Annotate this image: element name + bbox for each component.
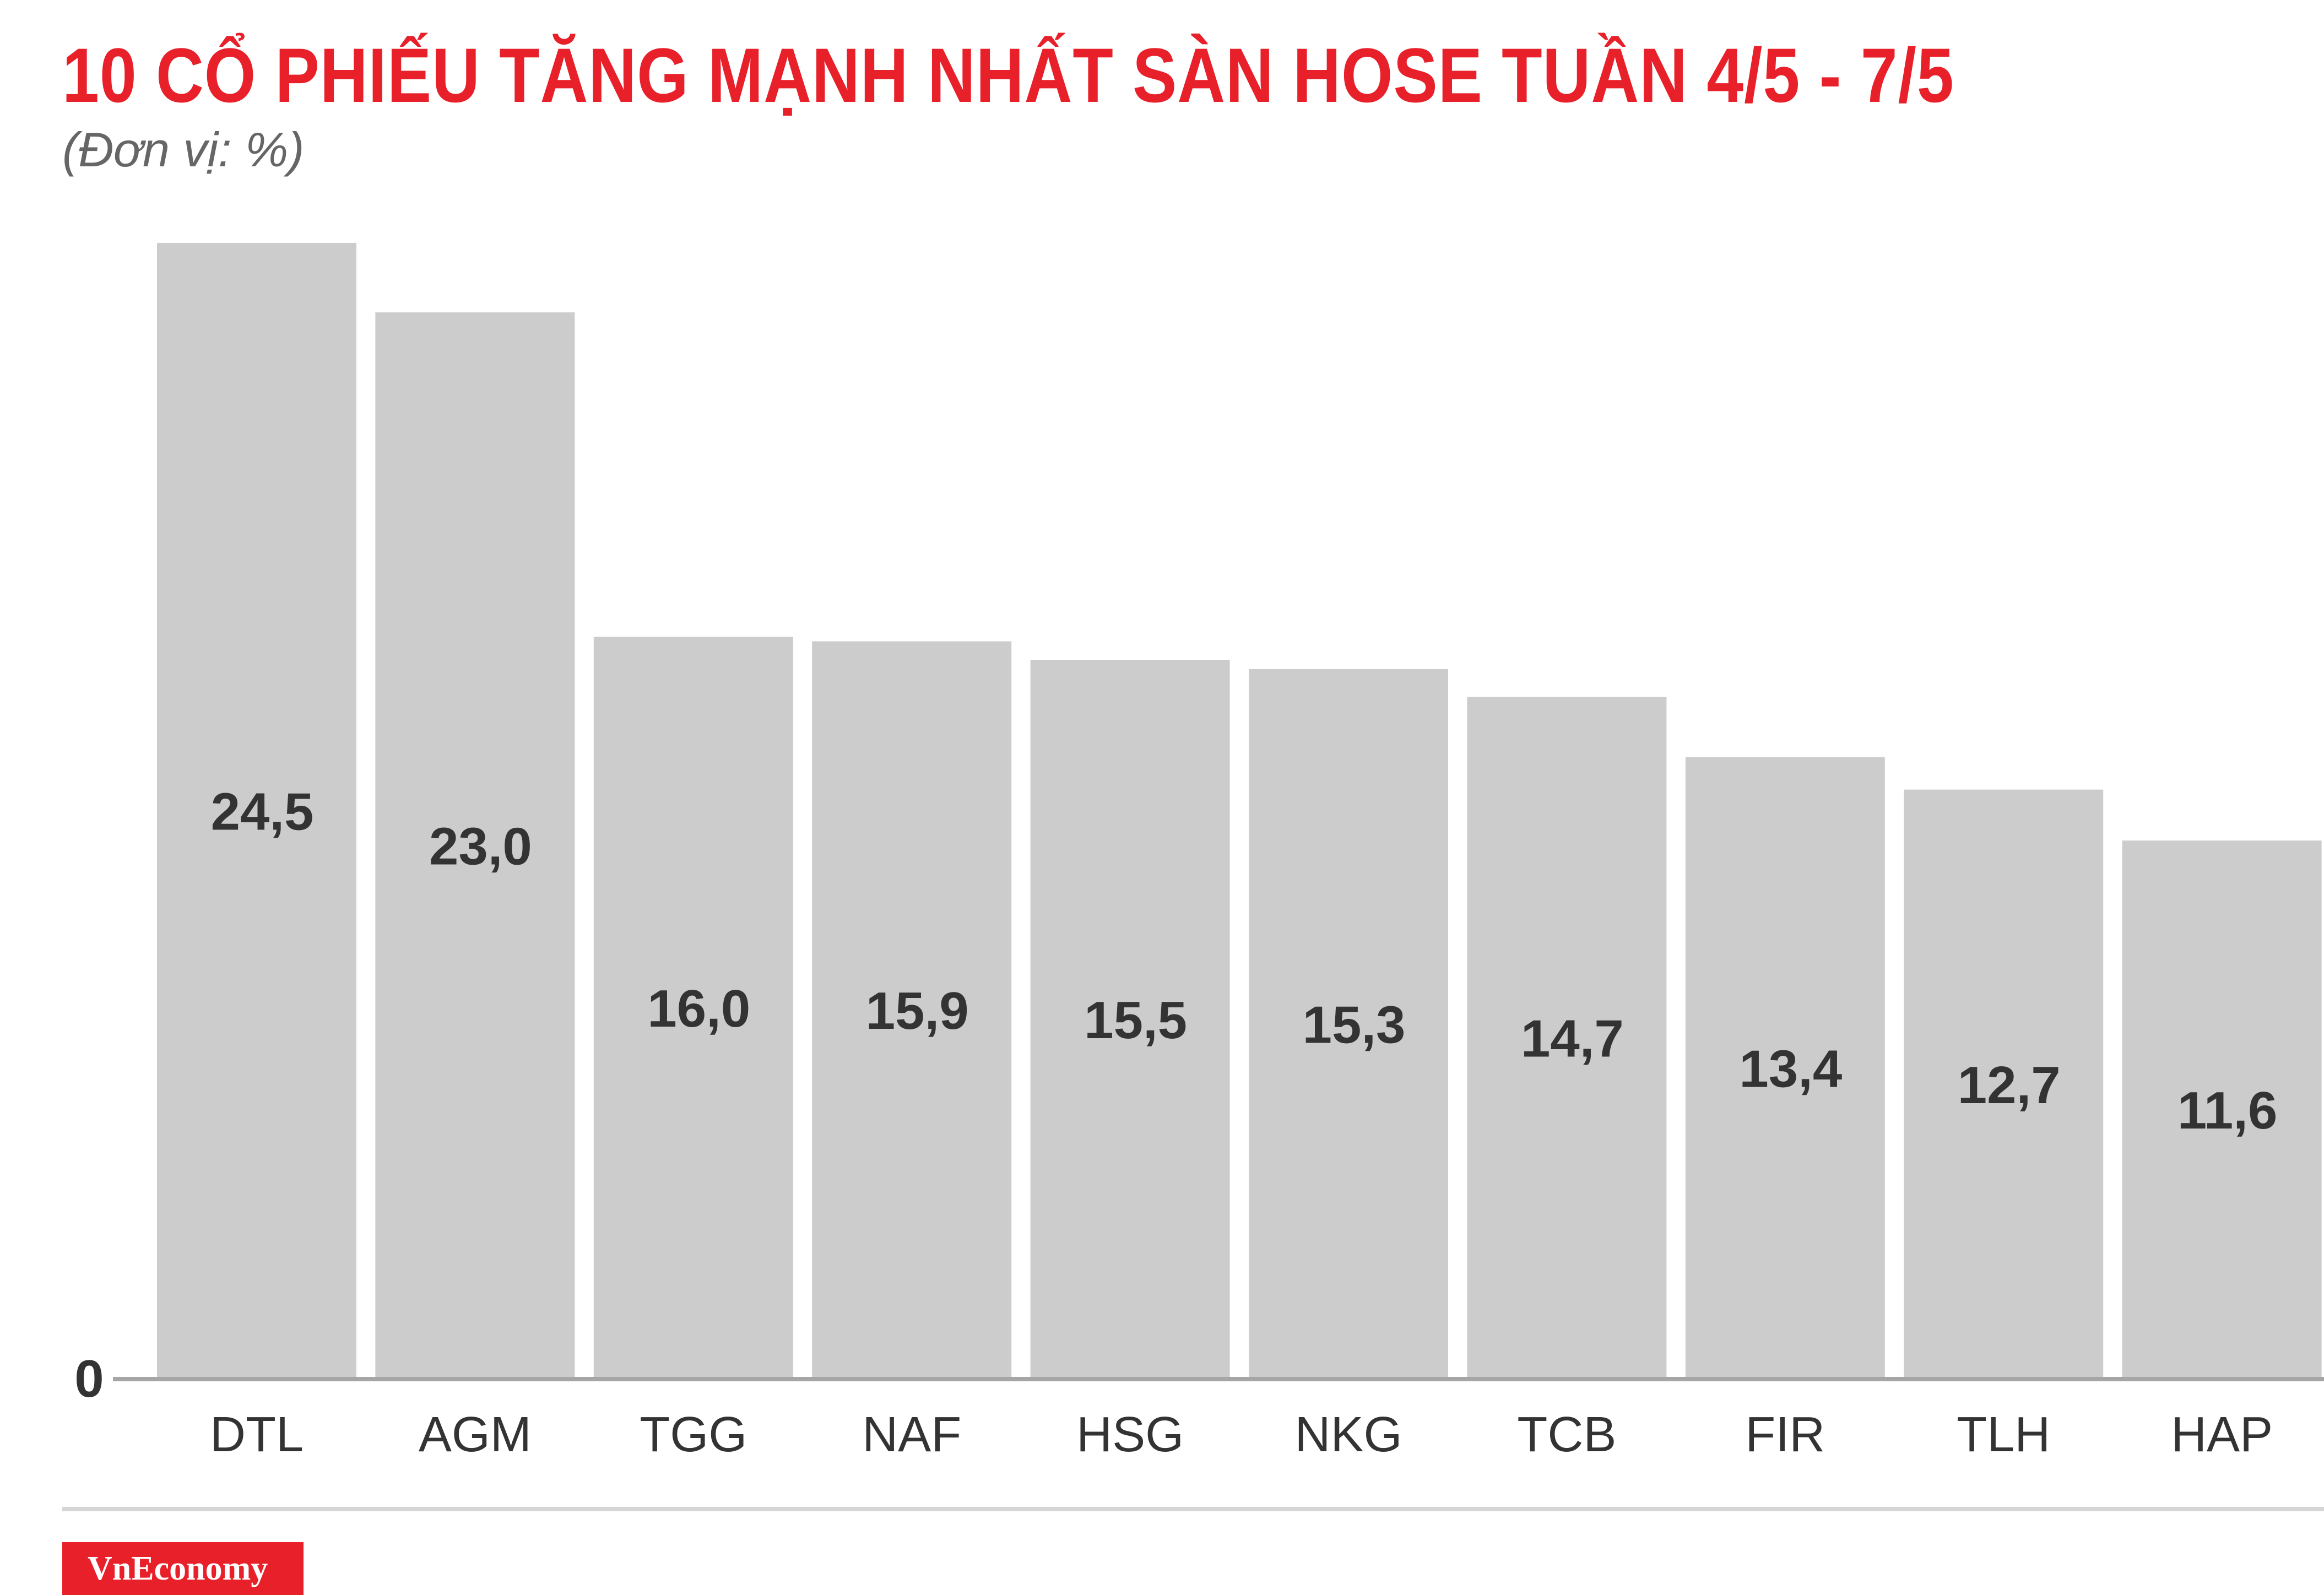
- bar-hsg: [1030, 660, 1230, 1378]
- bar-naf: [812, 641, 1012, 1378]
- data-label-nkg: 15,3: [1303, 995, 1406, 1054]
- x-tick-label-hsg: HSG: [1076, 1407, 1184, 1462]
- x-tick-label-agm: AGM: [419, 1407, 532, 1462]
- data-label-naf: 15,9: [866, 981, 969, 1040]
- x-tick-label-fir: FIR: [1745, 1407, 1825, 1462]
- chart-subtitle-unit: (Đơn vị: %): [62, 122, 305, 177]
- x-tick-label-tgg: TGG: [640, 1407, 747, 1462]
- data-label-tcb: 14,7: [1521, 1010, 1624, 1068]
- footer-divider: [62, 1507, 2324, 1511]
- data-label-tlh: 12,7: [1958, 1056, 2061, 1115]
- bar-agm: [375, 312, 575, 1379]
- x-tick-label-nkg: NKG: [1294, 1407, 1402, 1462]
- bar-hap: [2122, 840, 2322, 1378]
- x-tick-label-naf: NAF: [862, 1407, 961, 1462]
- data-label-dtl: 24,5: [211, 783, 314, 842]
- x-tick-label-tcb: TCB: [1517, 1407, 1616, 1462]
- y-tick-label-0: 0: [74, 1349, 104, 1408]
- data-label-agm: 23,0: [429, 817, 532, 876]
- bar-dtl: [157, 243, 356, 1378]
- x-tick-label-hap: HAP: [2171, 1407, 2273, 1462]
- bar-tgg: [593, 637, 793, 1378]
- bar-tlh: [1904, 789, 2104, 1378]
- data-label-tgg: 16,0: [647, 979, 750, 1038]
- vneconomy-logo: VnEconomy: [62, 1542, 304, 1595]
- x-tick-label-dtl: DTL: [210, 1407, 304, 1462]
- data-label-hsg: 15,5: [1084, 991, 1187, 1050]
- bar-fir: [1685, 757, 1885, 1378]
- x-tick-label-tlh: TLH: [1957, 1407, 2050, 1462]
- data-label-fir: 13,4: [1739, 1039, 1842, 1098]
- bar-tcb: [1467, 697, 1667, 1378]
- x-axis-line: [113, 1377, 2324, 1381]
- chart-title: 10 CỔ PHIẾU TĂNG MẠNH NHẤT SÀN HOSE TUẦN…: [62, 32, 1954, 118]
- data-label-hap: 11,6: [2177, 1081, 2278, 1140]
- bar-nkg: [1249, 669, 1448, 1378]
